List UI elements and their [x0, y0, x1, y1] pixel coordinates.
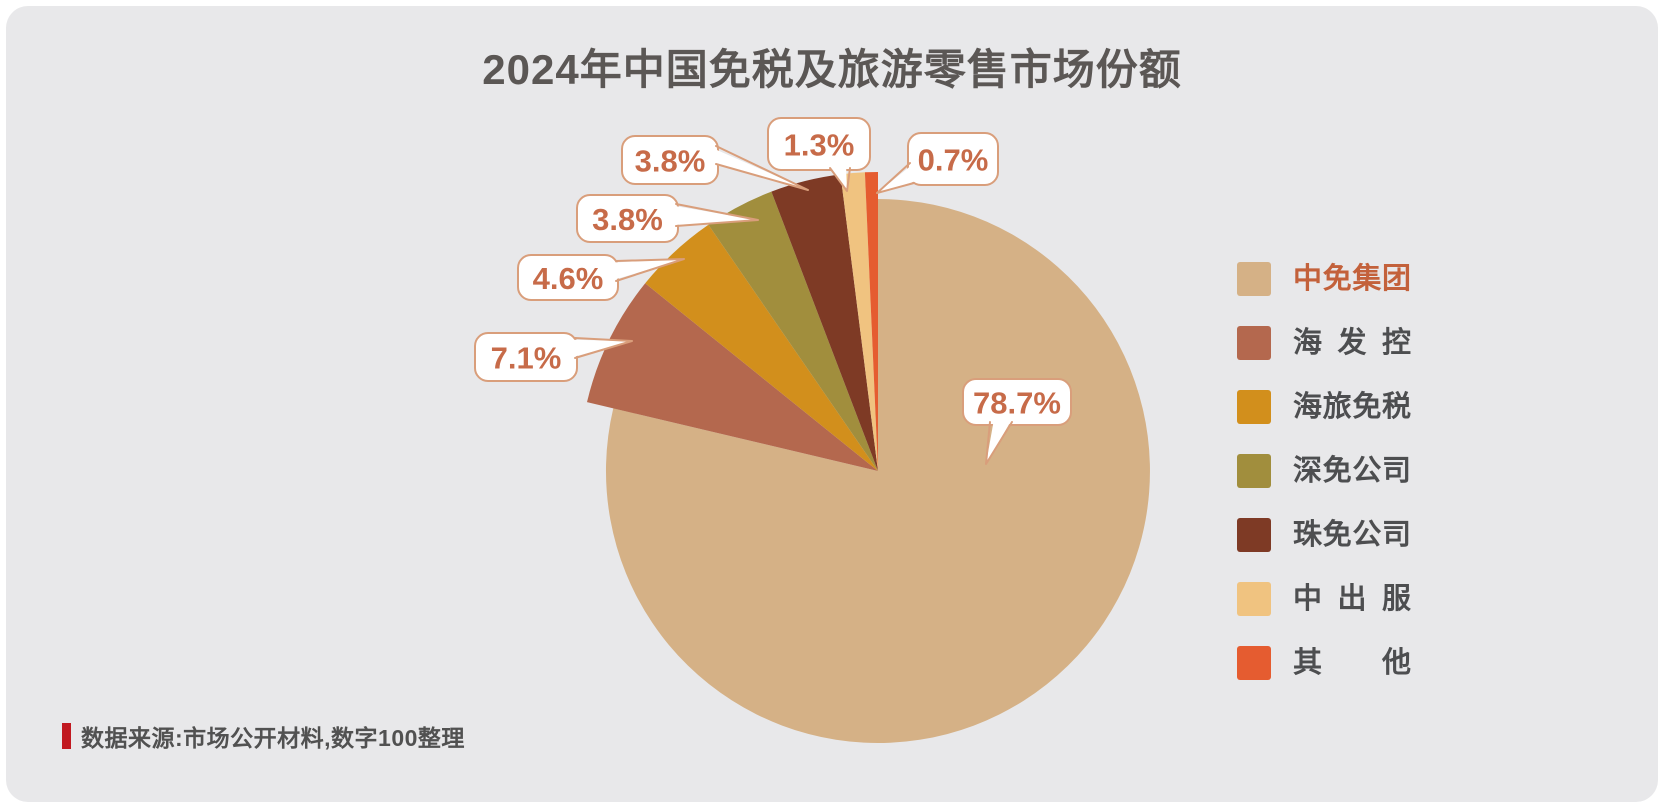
pie-callout-6: 0.7%	[876, 132, 999, 194]
chart-title: 2024年中国免税及旅游零售市场份额	[482, 46, 1182, 93]
legend-swatch-icon	[1237, 326, 1271, 360]
legend-swatch-icon	[1237, 518, 1271, 552]
pie-data-label-5: 1.3%	[784, 128, 855, 163]
legend-label: 深免公司	[1293, 455, 1411, 487]
pie-slice-4	[771, 174, 878, 471]
pie-data-label-3: 3.8%	[592, 202, 663, 237]
pie-data-labels: 78.7% 7.1% 4.6% 3.8% 3.8% 1.3% 0.7%	[474, 117, 1072, 465]
source-text: 数据来源:市场公开材料,数字100整理	[81, 725, 465, 751]
legend-swatch-icon	[1237, 390, 1271, 424]
legend-label: 中出服	[1293, 583, 1411, 615]
pie-slice-2	[645, 224, 878, 471]
legend-swatch-icon	[1237, 646, 1271, 680]
legend-label: 中免集团	[1293, 263, 1411, 295]
legend-item-6: 其他	[1237, 646, 1411, 680]
legend-label: 海发控	[1293, 327, 1411, 359]
legend-label: 珠免公司	[1293, 519, 1411, 551]
pie-slice-0	[605, 199, 1150, 744]
pie-slices	[587, 172, 1150, 744]
pie-callout-0: 78.7%	[962, 378, 1072, 465]
pie-slice-6	[864, 172, 878, 471]
legend-item-5: 中出服	[1237, 582, 1411, 616]
legend-item-4: 珠免公司	[1237, 518, 1411, 552]
legend-swatch-icon	[1237, 454, 1271, 488]
pie-data-label-4: 3.8%	[635, 144, 706, 179]
pie-slice-1	[587, 283, 878, 471]
legend-label: 海旅免税	[1293, 391, 1411, 423]
legend-item-1: 海发控	[1237, 326, 1411, 360]
pie-callout-3: 3.8%	[576, 194, 759, 243]
legend-swatch-icon	[1237, 582, 1271, 616]
legend-label: 其他	[1293, 647, 1411, 679]
chart-legend: 中免集团海发控海旅免税深免公司珠免公司中出服其他	[1237, 262, 1411, 680]
pie-data-label-6: 0.7%	[918, 143, 989, 178]
pie-callout-5: 1.3%	[767, 117, 871, 192]
pie-slice-3	[708, 191, 878, 471]
legend-item-3: 深免公司	[1237, 454, 1411, 488]
pie-callout-2: 4.6%	[517, 254, 685, 301]
pie-callout-4: 3.8%	[621, 135, 809, 191]
pie-data-label-2: 4.6%	[533, 261, 604, 296]
source-marker-bar	[62, 723, 71, 749]
legend-item-0: 中免集团	[1237, 262, 1411, 296]
pie-data-label-1: 7.1%	[491, 341, 562, 376]
legend-swatch-icon	[1237, 262, 1271, 296]
pie-data-label-0: 78.7%	[973, 386, 1061, 421]
legend-item-2: 海旅免税	[1237, 390, 1411, 424]
pie-callout-1: 7.1%	[474, 332, 633, 382]
source-note: 数据来源:市场公开材料,数字100整理	[62, 719, 465, 753]
pie-slice-5	[840, 172, 878, 472]
